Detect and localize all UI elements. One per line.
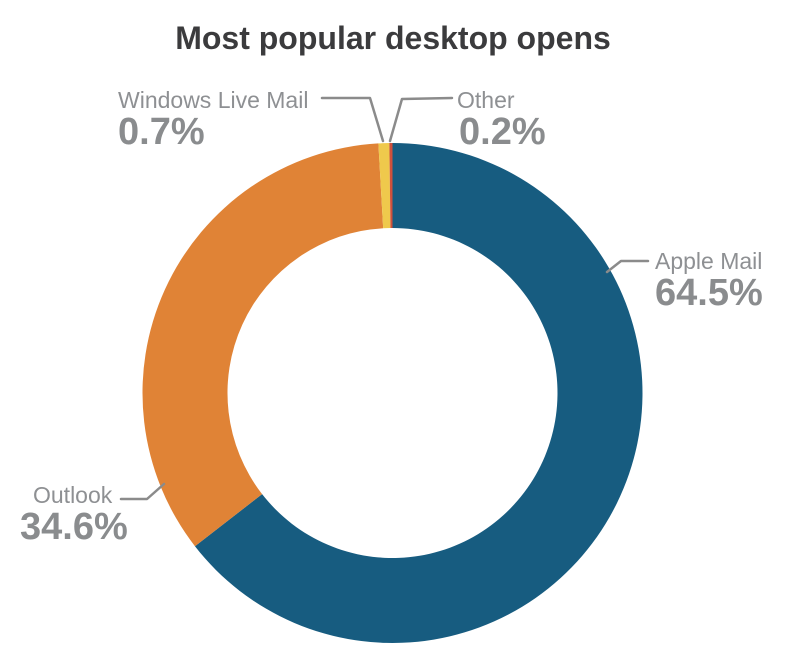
donut-segment-windows-live-mail (378, 143, 391, 229)
segment-value-outlook: 34.6% (20, 506, 128, 548)
callout-lines (119, 96, 650, 501)
donut-segments (142, 143, 643, 643)
donut-segment-outlook (142, 143, 384, 547)
chart-title: Most popular desktop opens (175, 20, 611, 56)
segment-value-apple-mail: 64.5% (655, 272, 763, 314)
callout-line-apple-mail (605, 259, 650, 274)
segment-label-apple-mail: Apple Mail (655, 248, 763, 274)
callout-line-other (388, 96, 454, 143)
callout-line-windows-live-mail (320, 96, 385, 143)
callout-line-outlook (119, 482, 166, 501)
segment-label-windows-live-mail: Windows Live Mail (118, 87, 309, 113)
segment-label-outlook: Outlook (33, 482, 113, 508)
donut-segment-other (389, 143, 393, 229)
segment-value-windows-live-mail: 0.7% (118, 111, 205, 153)
segment-value-other: 0.2% (459, 111, 546, 153)
donut-segment-apple-mail (194, 143, 643, 643)
segment-label-other: Other (457, 87, 515, 113)
